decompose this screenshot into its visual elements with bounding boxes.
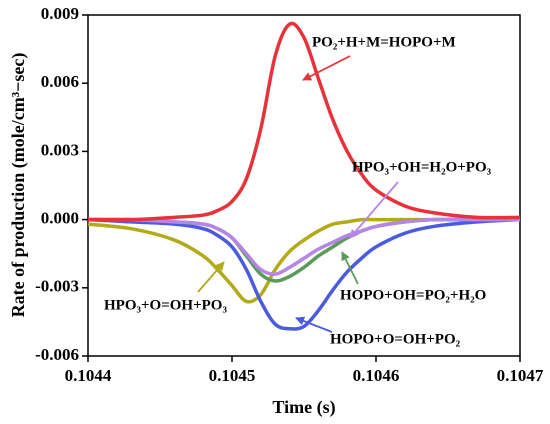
series-label: HPO₃+O=OH+PO₃ bbox=[104, 297, 227, 313]
y-axis-title: Rate of production (mole/cm³−sec) bbox=[8, 53, 29, 318]
series-line bbox=[87, 21, 521, 222]
annotation-arrow bbox=[295, 316, 333, 333]
annotation-arrow bbox=[302, 55, 351, 81]
y-tick-label: 0.000 bbox=[41, 209, 79, 228]
series-label: HOPO+O=OH+PO₂ bbox=[330, 331, 461, 347]
series-line bbox=[87, 217, 520, 276]
y-tick-label: 0.009 bbox=[41, 4, 79, 23]
y-tick-label: 0.006 bbox=[41, 72, 79, 91]
series-label: PO₂+H+M=HOPO+M bbox=[312, 34, 456, 50]
x-tick-label: 0.1047 bbox=[497, 366, 544, 385]
series-line bbox=[87, 217, 521, 331]
series-line bbox=[87, 217, 520, 304]
y-tick-label: 0.003 bbox=[41, 140, 79, 159]
y-tick-label: -0.006 bbox=[35, 345, 79, 364]
annotation-arrow bbox=[197, 261, 225, 293]
x-axis-title: Time (s) bbox=[272, 397, 335, 418]
series-line bbox=[87, 217, 520, 283]
x-tick-label: 0.1045 bbox=[209, 366, 256, 385]
x-tick-label: 0.1046 bbox=[353, 366, 400, 385]
annotation-arrow bbox=[341, 251, 359, 285]
annotation-arrow bbox=[349, 181, 399, 239]
plot-frame bbox=[87, 14, 521, 357]
y-tick-label: -0.003 bbox=[35, 277, 79, 296]
series-label: HPO₃+OH=H₂O+PO₃ bbox=[352, 159, 492, 175]
x-tick-label: 0.1044 bbox=[65, 366, 112, 385]
series-label: HOPO+OH=PO₂+H₂O bbox=[340, 287, 486, 303]
